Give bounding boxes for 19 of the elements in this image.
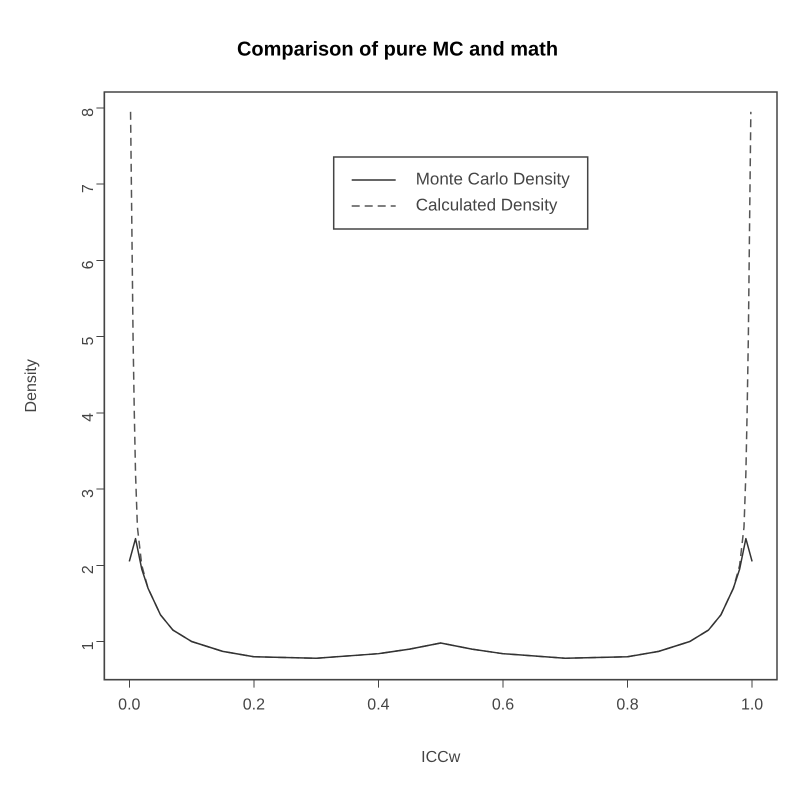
y-tick-label: 3 [80, 488, 97, 498]
y-axis-title: Density [23, 359, 40, 412]
y-tick-label: 1 [80, 641, 97, 650]
x-tick-label: 0.4 [367, 696, 390, 714]
x-tick-label: 0.0 [118, 696, 141, 714]
legend-label: Monte Carlo Density [416, 170, 570, 189]
chart-title: Comparison of pure MC and math [236, 38, 558, 61]
y-tick-label: 4 [80, 412, 97, 422]
y-tick-label: 5 [80, 336, 97, 346]
x-tick-label: 0.8 [616, 696, 639, 714]
legend-label: Calculated Density [416, 196, 558, 215]
x-tick-label: 0.6 [492, 696, 514, 714]
y-tick-label: 2 [80, 565, 97, 574]
y-tick-label: 7 [80, 184, 97, 194]
y-tick-label: 6 [80, 260, 97, 270]
x-tick-label: 1.0 [740, 696, 764, 714]
x-tick-label: 0.2 [242, 696, 266, 714]
y-tick-label: 8 [80, 108, 97, 117]
x-axis-title: ICCw [421, 748, 461, 766]
